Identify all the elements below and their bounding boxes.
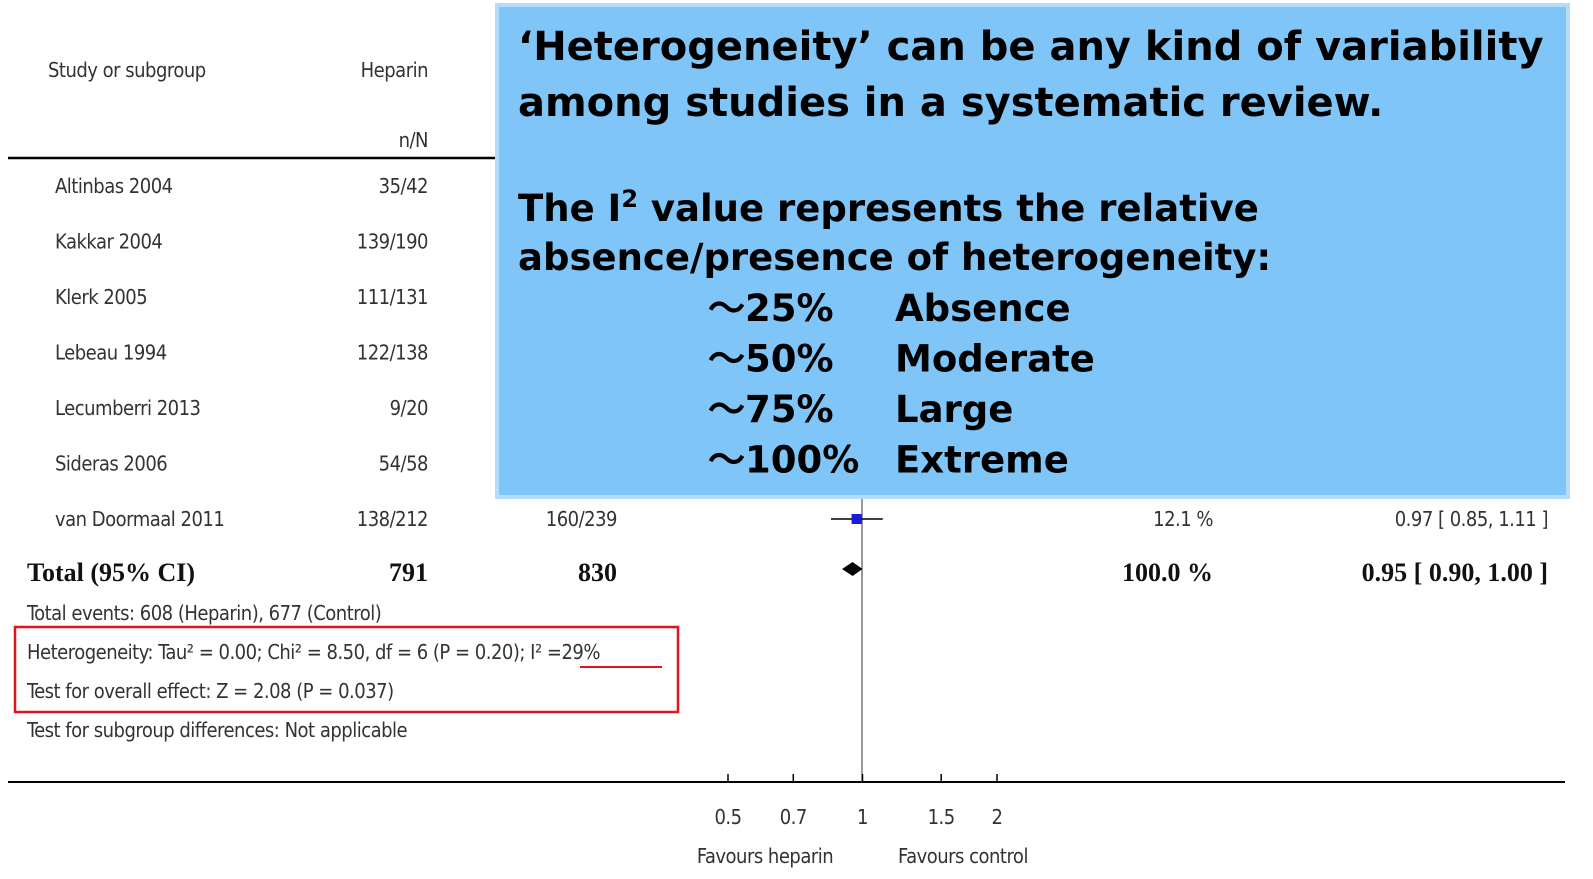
study-name: Klerk 2005 [55, 285, 147, 309]
axis-label: Favours heparin [697, 844, 833, 868]
i2-value: I² =29% [530, 640, 600, 664]
scale-label: Extreme [895, 439, 1069, 482]
scale-label: Large [895, 388, 1013, 431]
tick-label: 1.5 [928, 805, 955, 829]
scale-level: ～100% [708, 439, 859, 482]
weight: 100.0 % [1122, 558, 1213, 587]
tick-label: 2 [992, 805, 1003, 829]
heterogeneity: Heterogeneity: Tau² = 0.00; Chi² = 8.50,… [27, 640, 530, 664]
tick-label: 0.7 [780, 805, 807, 829]
axis-label: Favours control [898, 844, 1028, 868]
tick-label: 1 [857, 805, 868, 829]
footnote: Total events: 608 (Heparin), 677 (Contro… [26, 601, 381, 625]
weight: 12.1 % [1153, 507, 1213, 531]
footnote: Test for subgroup differences: Not appli… [26, 718, 408, 742]
callout-title: ‘Heterogeneity’ can be any kind of varia… [518, 24, 1544, 70]
control-count: 830 [578, 558, 617, 587]
callout-box [495, 3, 1570, 499]
scale-level: ～25% [708, 287, 834, 330]
callout-intro: absence/presence of heterogeneity: [518, 236, 1271, 279]
column-header: n/N [399, 128, 428, 152]
control-count: 160/239 [546, 507, 617, 531]
study-name: van Doormaal 2011 [55, 507, 224, 531]
callout-intro: The I2 value represents the relative [518, 185, 1259, 230]
study-name: Lecumberri 2013 [55, 396, 201, 420]
heparin-count: 111/131 [357, 285, 428, 309]
heparin-count: 791 [389, 558, 428, 587]
total-diamond [842, 562, 863, 576]
effect-label: 0.95 [ 0.90, 1.00 ] [1362, 558, 1548, 587]
study-name: Altinbas 2004 [55, 174, 173, 198]
heparin-count: 138/212 [357, 507, 428, 531]
heparin-count: 35/42 [379, 174, 428, 198]
study-name: Sideras 2006 [55, 452, 167, 476]
scale-level: ～50% [708, 338, 834, 381]
scale-label: Absence [895, 287, 1071, 330]
effect-label: 0.97 [ 0.85, 1.11 ] [1395, 507, 1548, 531]
column-header: Study or subgroup [48, 58, 206, 82]
scale-level: ～75% [708, 388, 834, 431]
footnote: Heterogeneity: Tau² = 0.00; Chi² = 8.50,… [27, 640, 600, 664]
study-name: Total (95% CI) [27, 558, 195, 587]
heparin-count: 122/138 [357, 341, 428, 365]
study-name: Kakkar 2004 [55, 230, 162, 254]
callout-title: among studies in a systematic review. [518, 80, 1383, 126]
heparin-count: 139/190 [357, 230, 428, 254]
footnote: Test for overall effect: Z = 2.08 (P = 0… [26, 679, 394, 703]
tick-label: 0.5 [714, 805, 741, 829]
highlight-box [13, 625, 680, 714]
study-name: Lebeau 1994 [55, 341, 167, 365]
effect-square [851, 514, 862, 524]
heparin-count: 9/20 [390, 396, 428, 420]
heparin-count: 54/58 [379, 452, 428, 476]
scale-label: Moderate [895, 338, 1095, 381]
column-header: Heparin [361, 58, 428, 82]
